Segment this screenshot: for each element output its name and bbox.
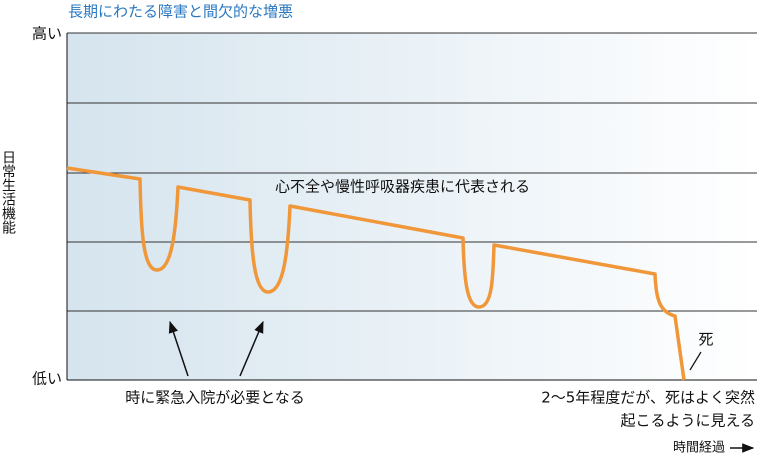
- plot-area: [67, 33, 757, 380]
- sudden-note: 2〜5年程度だが、死はよく突然: [541, 389, 755, 407]
- grid: [66, 32, 757, 381]
- trajectory: [66, 166, 686, 381]
- arrow: [239, 320, 264, 377]
- death-label: 死: [698, 331, 713, 349]
- admission-note: 時に緊急入院が必要となる: [125, 389, 305, 407]
- arrow: [168, 320, 189, 377]
- death-pointer: [689, 351, 702, 371]
- title: 長期にわたる障害と間欠的な増悪: [68, 3, 293, 21]
- y-high: 高い: [32, 25, 62, 43]
- x-label: 時間経過: [673, 441, 725, 456]
- y-low: 低い: [32, 370, 62, 388]
- disease-note: 心不全や慢性呼吸器疾患に代表される: [275, 178, 530, 196]
- y-label: 日常生活機能: [0, 150, 16, 235]
- sudden-note: 起こるように見える: [620, 412, 755, 430]
